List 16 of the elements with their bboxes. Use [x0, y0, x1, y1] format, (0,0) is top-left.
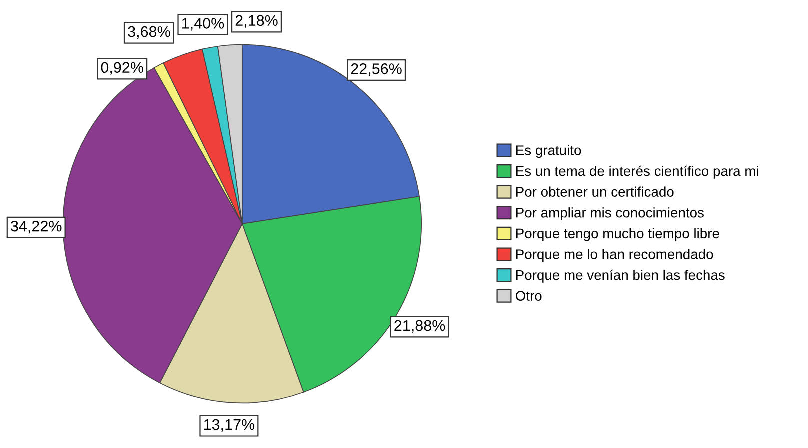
data-label: 2,18%	[236, 15, 278, 28]
data-label: 3,68%	[128, 26, 170, 40]
data-label: 1,40%	[182, 18, 224, 31]
data-label: 0,92%	[101, 62, 144, 75]
legend-label: Por ampliar mis conocimientos	[516, 208, 704, 221]
legend-label: Es gratuito	[516, 145, 582, 158]
legend-label: Porque tengo mucho tiempo libre	[516, 228, 720, 242]
data-label: 21,88%	[394, 320, 446, 333]
legend-label: Porque me lo han recomendado	[516, 249, 714, 262]
data-label: 13,17%	[204, 419, 255, 432]
legend-label: Es un tema de interés científico para mi	[516, 166, 758, 179]
legend-label: Porque me venían bien las fechas	[516, 270, 725, 283]
data-label: 22,56%	[351, 64, 402, 76]
legend-label: Por obtener un certificado	[516, 186, 674, 197]
legend-label: Otro	[516, 291, 542, 301]
data-label: 34,22%	[11, 220, 62, 234]
